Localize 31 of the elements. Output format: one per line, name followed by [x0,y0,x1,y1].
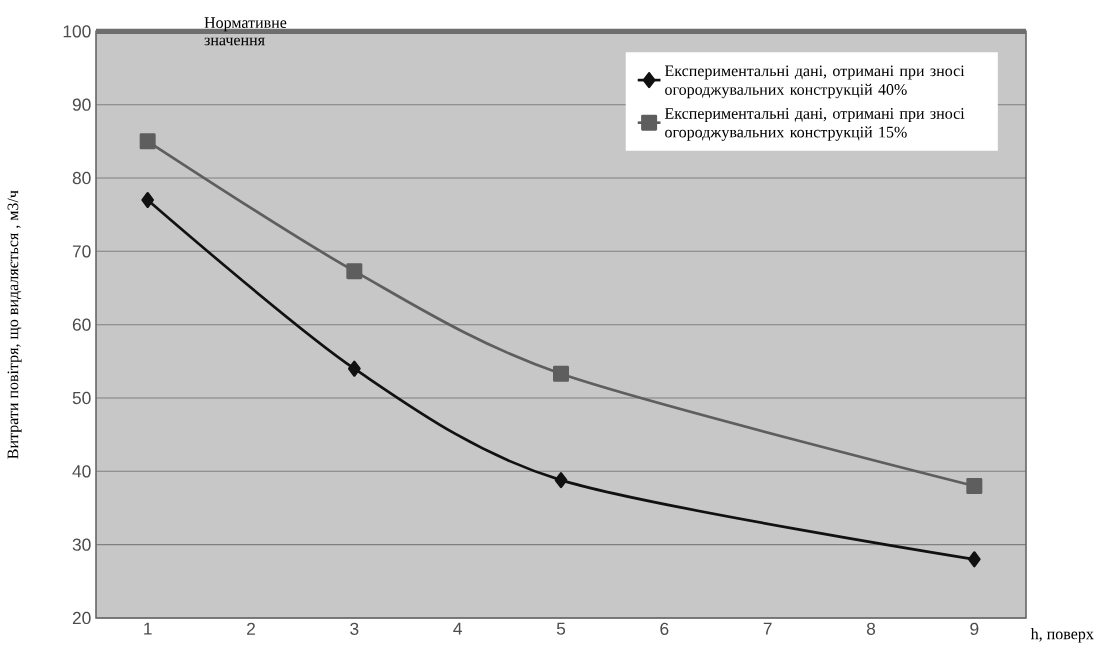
y-tick-label: 20 [72,611,91,625]
x-tick-label: 9 [970,622,979,635]
point [139,133,156,150]
point [554,472,568,489]
x-tick-label: 5 [556,622,566,635]
x-tick-label: 3 [350,622,359,635]
x-tick-label: 6 [660,622,669,635]
y-tick-label: 70 [72,245,91,258]
x-tick-label: 8 [866,622,876,635]
y-tick-label: 80 [72,171,91,185]
y-tick-label: 60 [72,318,91,331]
y-tick-label: 50 [72,391,91,405]
point [966,477,983,494]
point [967,551,981,568]
y-tick-label: 40 [72,465,91,478]
point [552,365,570,382]
legend-label: Експериментальні дані, отримані при зносі огороджувальних конструкцій 40% [664,65,965,99]
point [346,263,363,280]
x-tick-label: 2 [247,622,255,635]
x-tick-label: 4 [453,622,462,635]
ref-line-label: Нормативне значення [204,17,287,46]
point [141,191,155,209]
point [348,360,361,377]
x-tick-label: 1 [144,622,152,635]
y-tick-label: 90 [72,98,91,111]
x-axis-title: h, поверх [1030,628,1094,643]
legend-label: Експериментальні дані, отримані при зносі огороджувальних конструкцій 15% [664,108,965,141]
y-tick-label: 30 [72,538,91,551]
y-axis-title: Витрати повітря, що видаляється , м3/ч [7,190,22,459]
y-tick-label: 100 [63,25,91,38]
x-tick-label: 7 [763,622,772,635]
